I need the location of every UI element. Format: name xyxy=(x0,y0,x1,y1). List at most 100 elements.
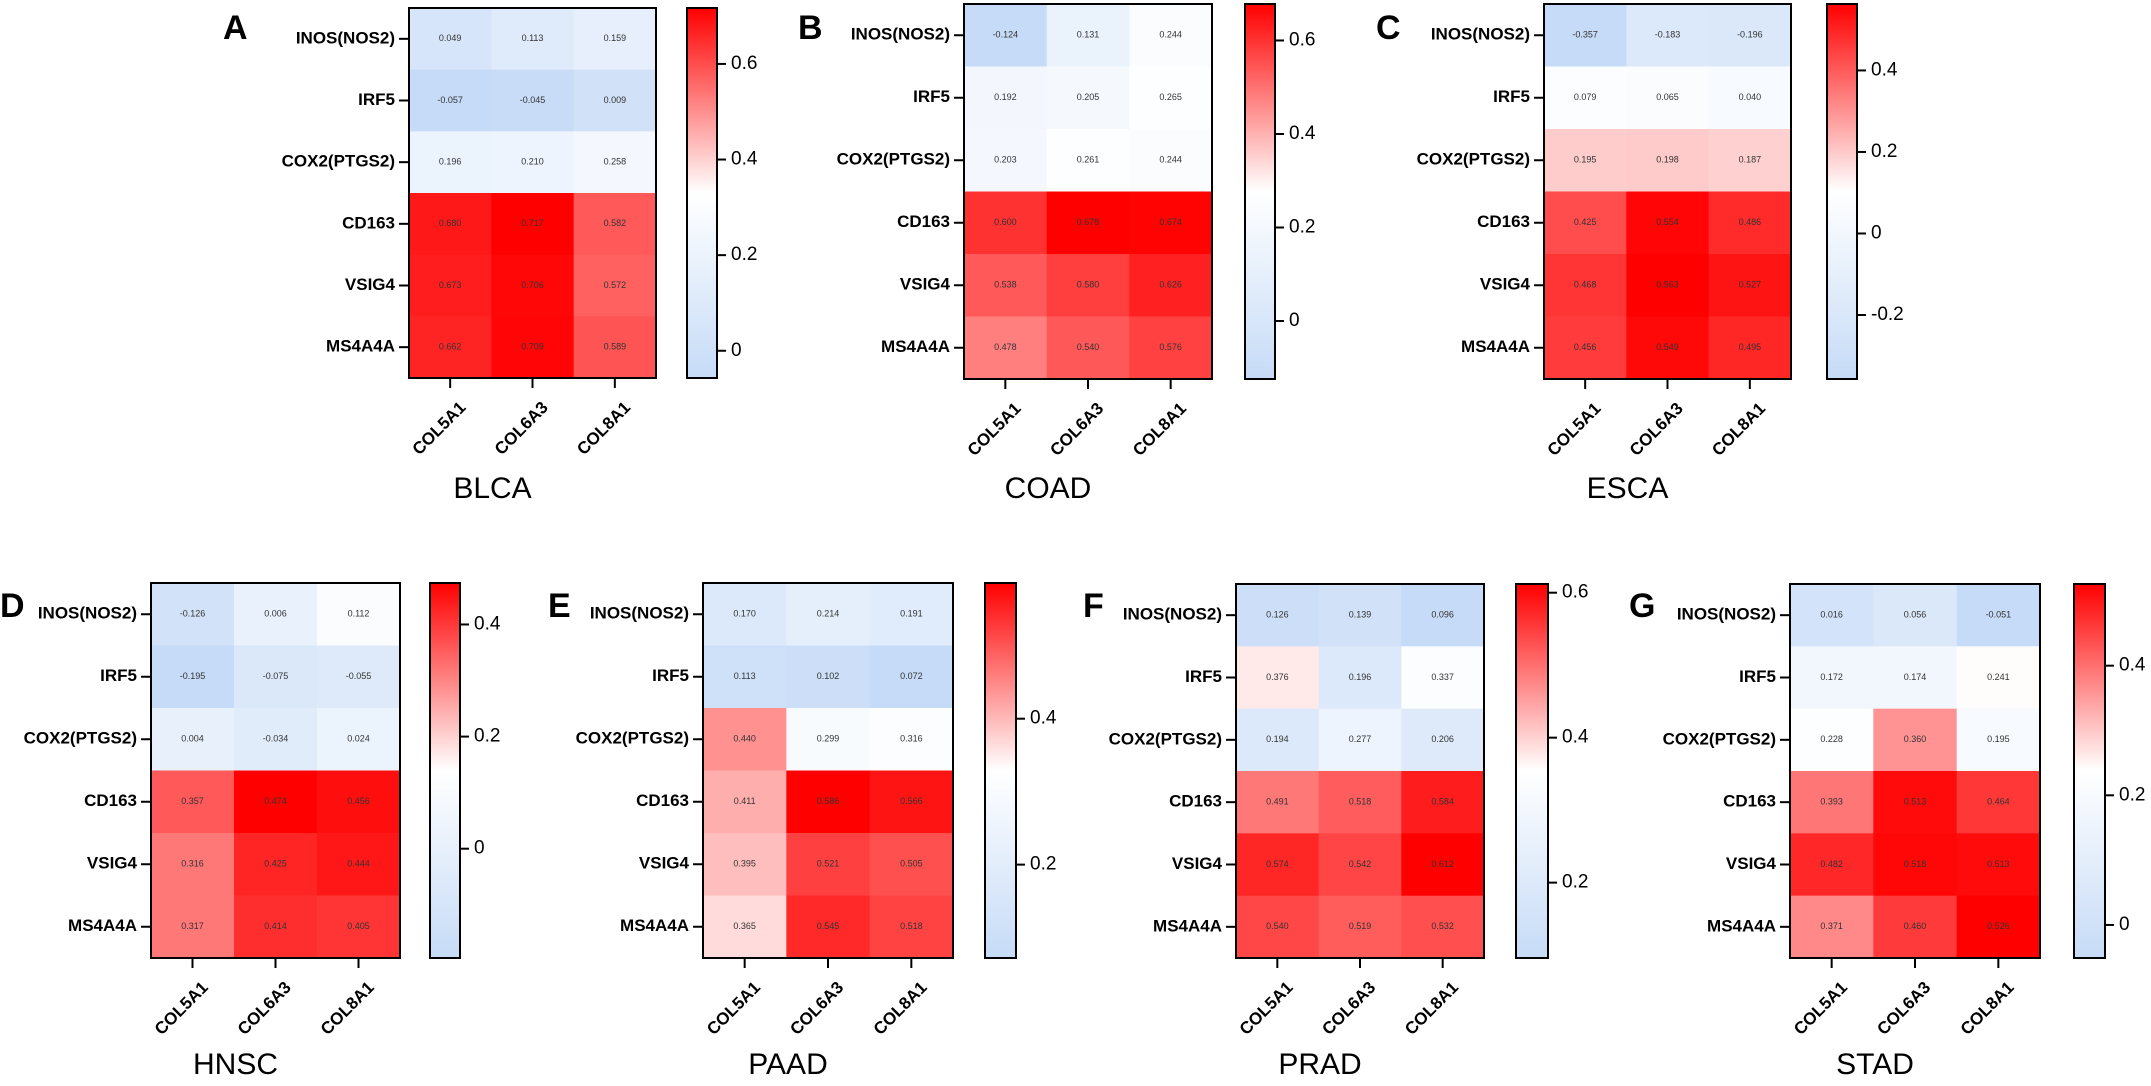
cell-value-label: 0.337 xyxy=(1431,672,1454,682)
cell-value-label: 0.540 xyxy=(1077,342,1100,352)
row-label: COX2(PTGS2) xyxy=(282,152,395,171)
heatmap-cell xyxy=(1129,4,1213,67)
heatmap-cell xyxy=(1790,771,1874,834)
cell-value-label: 0.519 xyxy=(1349,921,1372,931)
cell-value-label: 0.518 xyxy=(900,921,923,931)
col-label: COL8A1 xyxy=(1708,399,1769,460)
cell-value-label: 0.265 xyxy=(1159,92,1182,102)
cell-value-label: 0.468 xyxy=(1574,280,1597,290)
cell-value-label: 0.505 xyxy=(900,859,923,869)
heatmap-cell xyxy=(1401,708,1485,772)
heatmap-cell xyxy=(573,316,657,379)
heatmap-cell xyxy=(1790,833,1874,897)
cell-value-label: 0.405 xyxy=(347,921,370,931)
cell-value-label: 0.600 xyxy=(994,217,1017,227)
cell-value-label: 0.444 xyxy=(347,859,370,869)
colorbar xyxy=(686,7,718,379)
cell-value-label: 0.126 xyxy=(1266,610,1289,620)
heatmap-cell xyxy=(703,833,787,896)
row-label: VSIG4 xyxy=(1726,854,1777,873)
heatmap-cell xyxy=(1790,646,1874,710)
heatmap-cell xyxy=(1956,771,2041,834)
colorbar xyxy=(1244,3,1276,380)
heatmap-cell xyxy=(317,645,401,709)
heatmap-cell xyxy=(703,895,787,959)
cell-value-label: 0.425 xyxy=(264,859,287,869)
cell-value-label: 0.196 xyxy=(1349,672,1372,682)
cell-value-label: 0.194 xyxy=(1266,734,1289,744)
heatmap-cell xyxy=(1318,771,1402,834)
heatmap-cell xyxy=(1708,129,1792,192)
col-label: COL6A3 xyxy=(1626,399,1687,460)
heatmap-cell xyxy=(491,316,575,379)
cell-value-label: -0.357 xyxy=(1572,30,1598,40)
heatmap-cell xyxy=(1046,191,1130,255)
cell-value-label: 0.563 xyxy=(1656,280,1679,290)
cell-value-label: 0.709 xyxy=(521,342,544,352)
cell-value-label: 0.486 xyxy=(1739,217,1762,227)
heatmap-cell xyxy=(1626,191,1710,255)
row-label: CD163 xyxy=(1723,792,1776,811)
row-label: CD163 xyxy=(1477,212,1530,231)
row-label: INOS(NOS2) xyxy=(590,604,689,623)
row-label: CD163 xyxy=(342,213,395,232)
colorbar-tick-label: 0.4 xyxy=(1030,708,1057,729)
colorbar-tick-label: 0.2 xyxy=(2119,784,2145,805)
col-label: COL6A3 xyxy=(786,978,847,1039)
heatmap-cell xyxy=(1129,316,1213,380)
cell-value-label: 0.316 xyxy=(181,859,204,869)
panel-title: HNSC xyxy=(193,1048,278,1081)
panel-label: A xyxy=(223,9,248,47)
heatmap-cell xyxy=(151,583,235,646)
heatmap-cell xyxy=(1956,584,2041,647)
cell-value-label: 0.572 xyxy=(604,280,627,290)
heatmap-cell xyxy=(1544,4,1627,67)
heatmap-cell xyxy=(1708,191,1792,255)
cell-value-label: 0.376 xyxy=(1266,672,1289,682)
row-label: INOS(NOS2) xyxy=(851,25,950,44)
heatmap-cell xyxy=(317,583,401,646)
cell-value-label: -0.196 xyxy=(1737,30,1763,40)
heatmap-cell xyxy=(1873,833,1958,897)
heatmap-cell xyxy=(1956,646,2041,710)
cell-value-label: 0.172 xyxy=(1820,672,1843,682)
heatmap-cell xyxy=(1401,833,1485,897)
cell-value-label: 0.244 xyxy=(1159,155,1182,165)
cell-value-label: -0.195 xyxy=(180,671,206,681)
panel-title: STAD xyxy=(1836,1048,1914,1081)
heatmap-cell xyxy=(1401,584,1485,647)
cell-value-label: 0.495 xyxy=(1739,342,1762,352)
heatmap-cell xyxy=(703,708,787,771)
cell-value-label: 0.662 xyxy=(439,342,462,352)
heatmap-cell xyxy=(234,770,318,834)
colorbar-tick-label: 0.4 xyxy=(474,613,501,634)
heatmap-cell xyxy=(1626,254,1710,317)
cell-value-label: 0.261 xyxy=(1077,155,1100,165)
row-label: IRF5 xyxy=(358,90,395,109)
cell-value-label: 0.425 xyxy=(1574,217,1597,227)
heatmap-cell xyxy=(869,645,954,709)
cell-value-label: 0.065 xyxy=(1656,92,1679,102)
cell-value-label: 0.626 xyxy=(1159,280,1182,290)
col-label: COL6A3 xyxy=(234,978,295,1039)
col-label: COL5A1 xyxy=(409,398,470,459)
cell-value-label: 0.586 xyxy=(817,796,840,806)
panel-title: BLCA xyxy=(453,472,531,505)
cell-value-label: 0.518 xyxy=(1904,859,1927,869)
row-label: INOS(NOS2) xyxy=(1123,605,1222,624)
heatmap-cell xyxy=(964,129,1048,192)
cell-value-label: 0.357 xyxy=(181,796,204,806)
row-label: MS4A4A xyxy=(1707,916,1776,935)
heatmap-cell xyxy=(409,131,492,194)
cell-value-label: 0.545 xyxy=(817,921,840,931)
cell-value-label: 0.612 xyxy=(1431,859,1454,869)
panel-label: B xyxy=(798,9,823,47)
colorbar-tick-label: 0.2 xyxy=(1289,217,1315,238)
col-label: COL6A3 xyxy=(491,398,552,459)
row-label: INOS(NOS2) xyxy=(296,28,395,47)
cell-value-label: 0.395 xyxy=(733,859,756,869)
cell-value-label: 0.518 xyxy=(1349,797,1372,807)
heatmap-cell xyxy=(869,708,954,771)
cell-value-label: 0.456 xyxy=(1574,342,1597,352)
row-label: CD163 xyxy=(636,791,689,810)
